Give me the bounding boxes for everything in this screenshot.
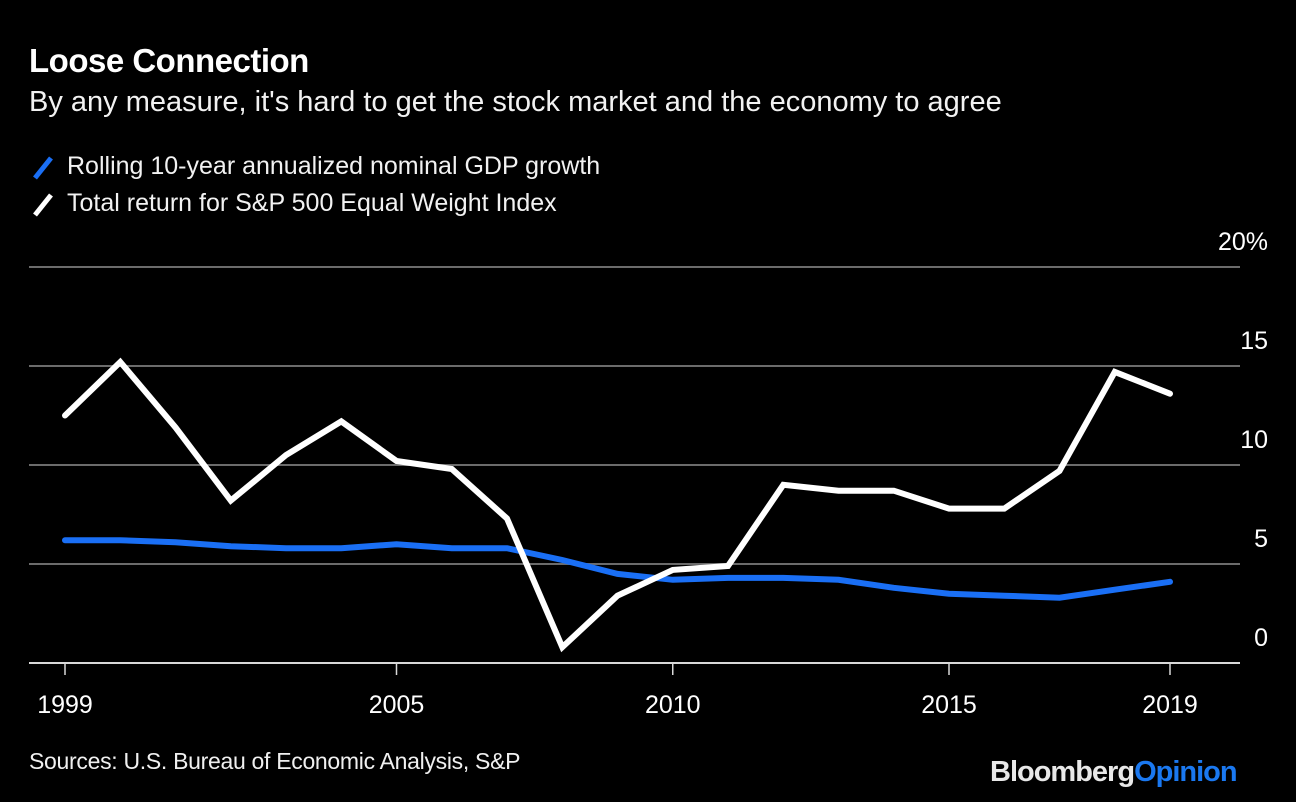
chart-subtitle: By any measure, it's hard to get the sto… (29, 86, 1002, 118)
series-line-gdp-growth (62, 537, 1173, 601)
legend-label-sp500: Total return for S&P 500 Equal Weight In… (67, 189, 557, 217)
y-tick-label: 15 (1240, 327, 1268, 355)
legend-swatch-gdp-icon (33, 155, 53, 180)
chart-title: Loose Connection (29, 42, 309, 79)
y-tick-label: 20% (1218, 228, 1268, 256)
y-tick-label: 10 (1240, 426, 1268, 454)
x-tick-label: 2005 (369, 691, 425, 719)
legend: Rolling 10-year annualized nominal GDP g… (29, 148, 600, 222)
x-tick-label: 2019 (1142, 691, 1198, 719)
legend-swatch-sp500-icon (33, 192, 53, 217)
bloomberg-opinion-logo: BloombergOpinion (990, 756, 1238, 789)
series-lines (62, 357, 1173, 653)
x-tick-label: 2015 (921, 691, 977, 719)
x-axis: 1999 2005 2010 2015 2019 (37, 663, 1198, 719)
x-tick-label: 1999 (37, 691, 93, 719)
source-note: Sources: U.S. Bureau of Economic Analysi… (29, 748, 521, 774)
y-tick-label: 5 (1254, 525, 1268, 553)
brand-opinion: Opinion (1134, 756, 1238, 788)
y-axis-labels: 0 5 10 15 20% (1218, 228, 1268, 652)
gridlines (29, 266, 1240, 664)
y-tick-label: 0 (1254, 624, 1268, 652)
legend-label-gdp: Rolling 10-year annualized nominal GDP g… (67, 152, 601, 180)
series-line-sp500-return (62, 357, 1173, 653)
x-tick-label: 2010 (645, 691, 701, 719)
legend-item-gdp: Rolling 10-year annualized nominal GDP g… (29, 148, 600, 185)
legend-item-sp500: Total return for S&P 500 Equal Weight In… (29, 185, 600, 222)
brand-bloomberg: Bloomberg (990, 756, 1135, 788)
